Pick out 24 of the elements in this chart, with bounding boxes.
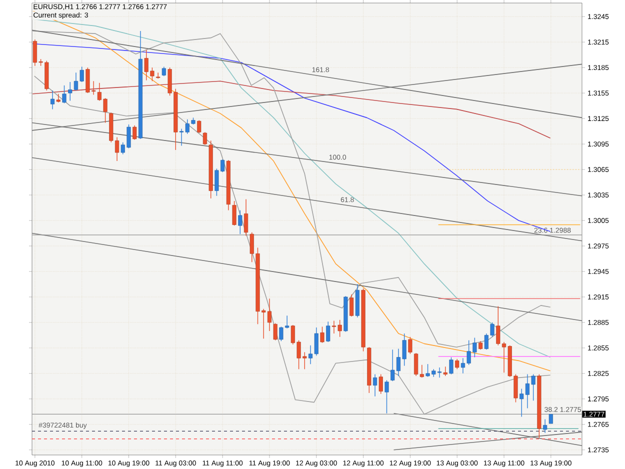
candlestick [132,124,137,140]
candlestick [449,356,454,375]
candlestick [350,294,354,317]
candlestick [543,418,548,434]
candlestick [197,120,202,134]
candlestick [273,322,278,341]
candlestick [202,132,207,146]
candlestick [548,414,553,424]
candlestick [378,374,383,394]
candlestick [408,336,412,354]
candlestick [244,198,248,236]
candlestick [384,380,389,414]
candlestick [156,72,160,79]
line-series [32,80,551,138]
candlestick [443,366,448,376]
candlestick [50,90,55,110]
candlestick [372,374,378,397]
candlestick [162,66,166,76]
candlestick [326,321,330,342]
candlestick [455,358,460,370]
candlestick [232,200,236,226]
candlestick [238,210,242,234]
candlestick [62,85,66,104]
candlestick [320,326,324,344]
